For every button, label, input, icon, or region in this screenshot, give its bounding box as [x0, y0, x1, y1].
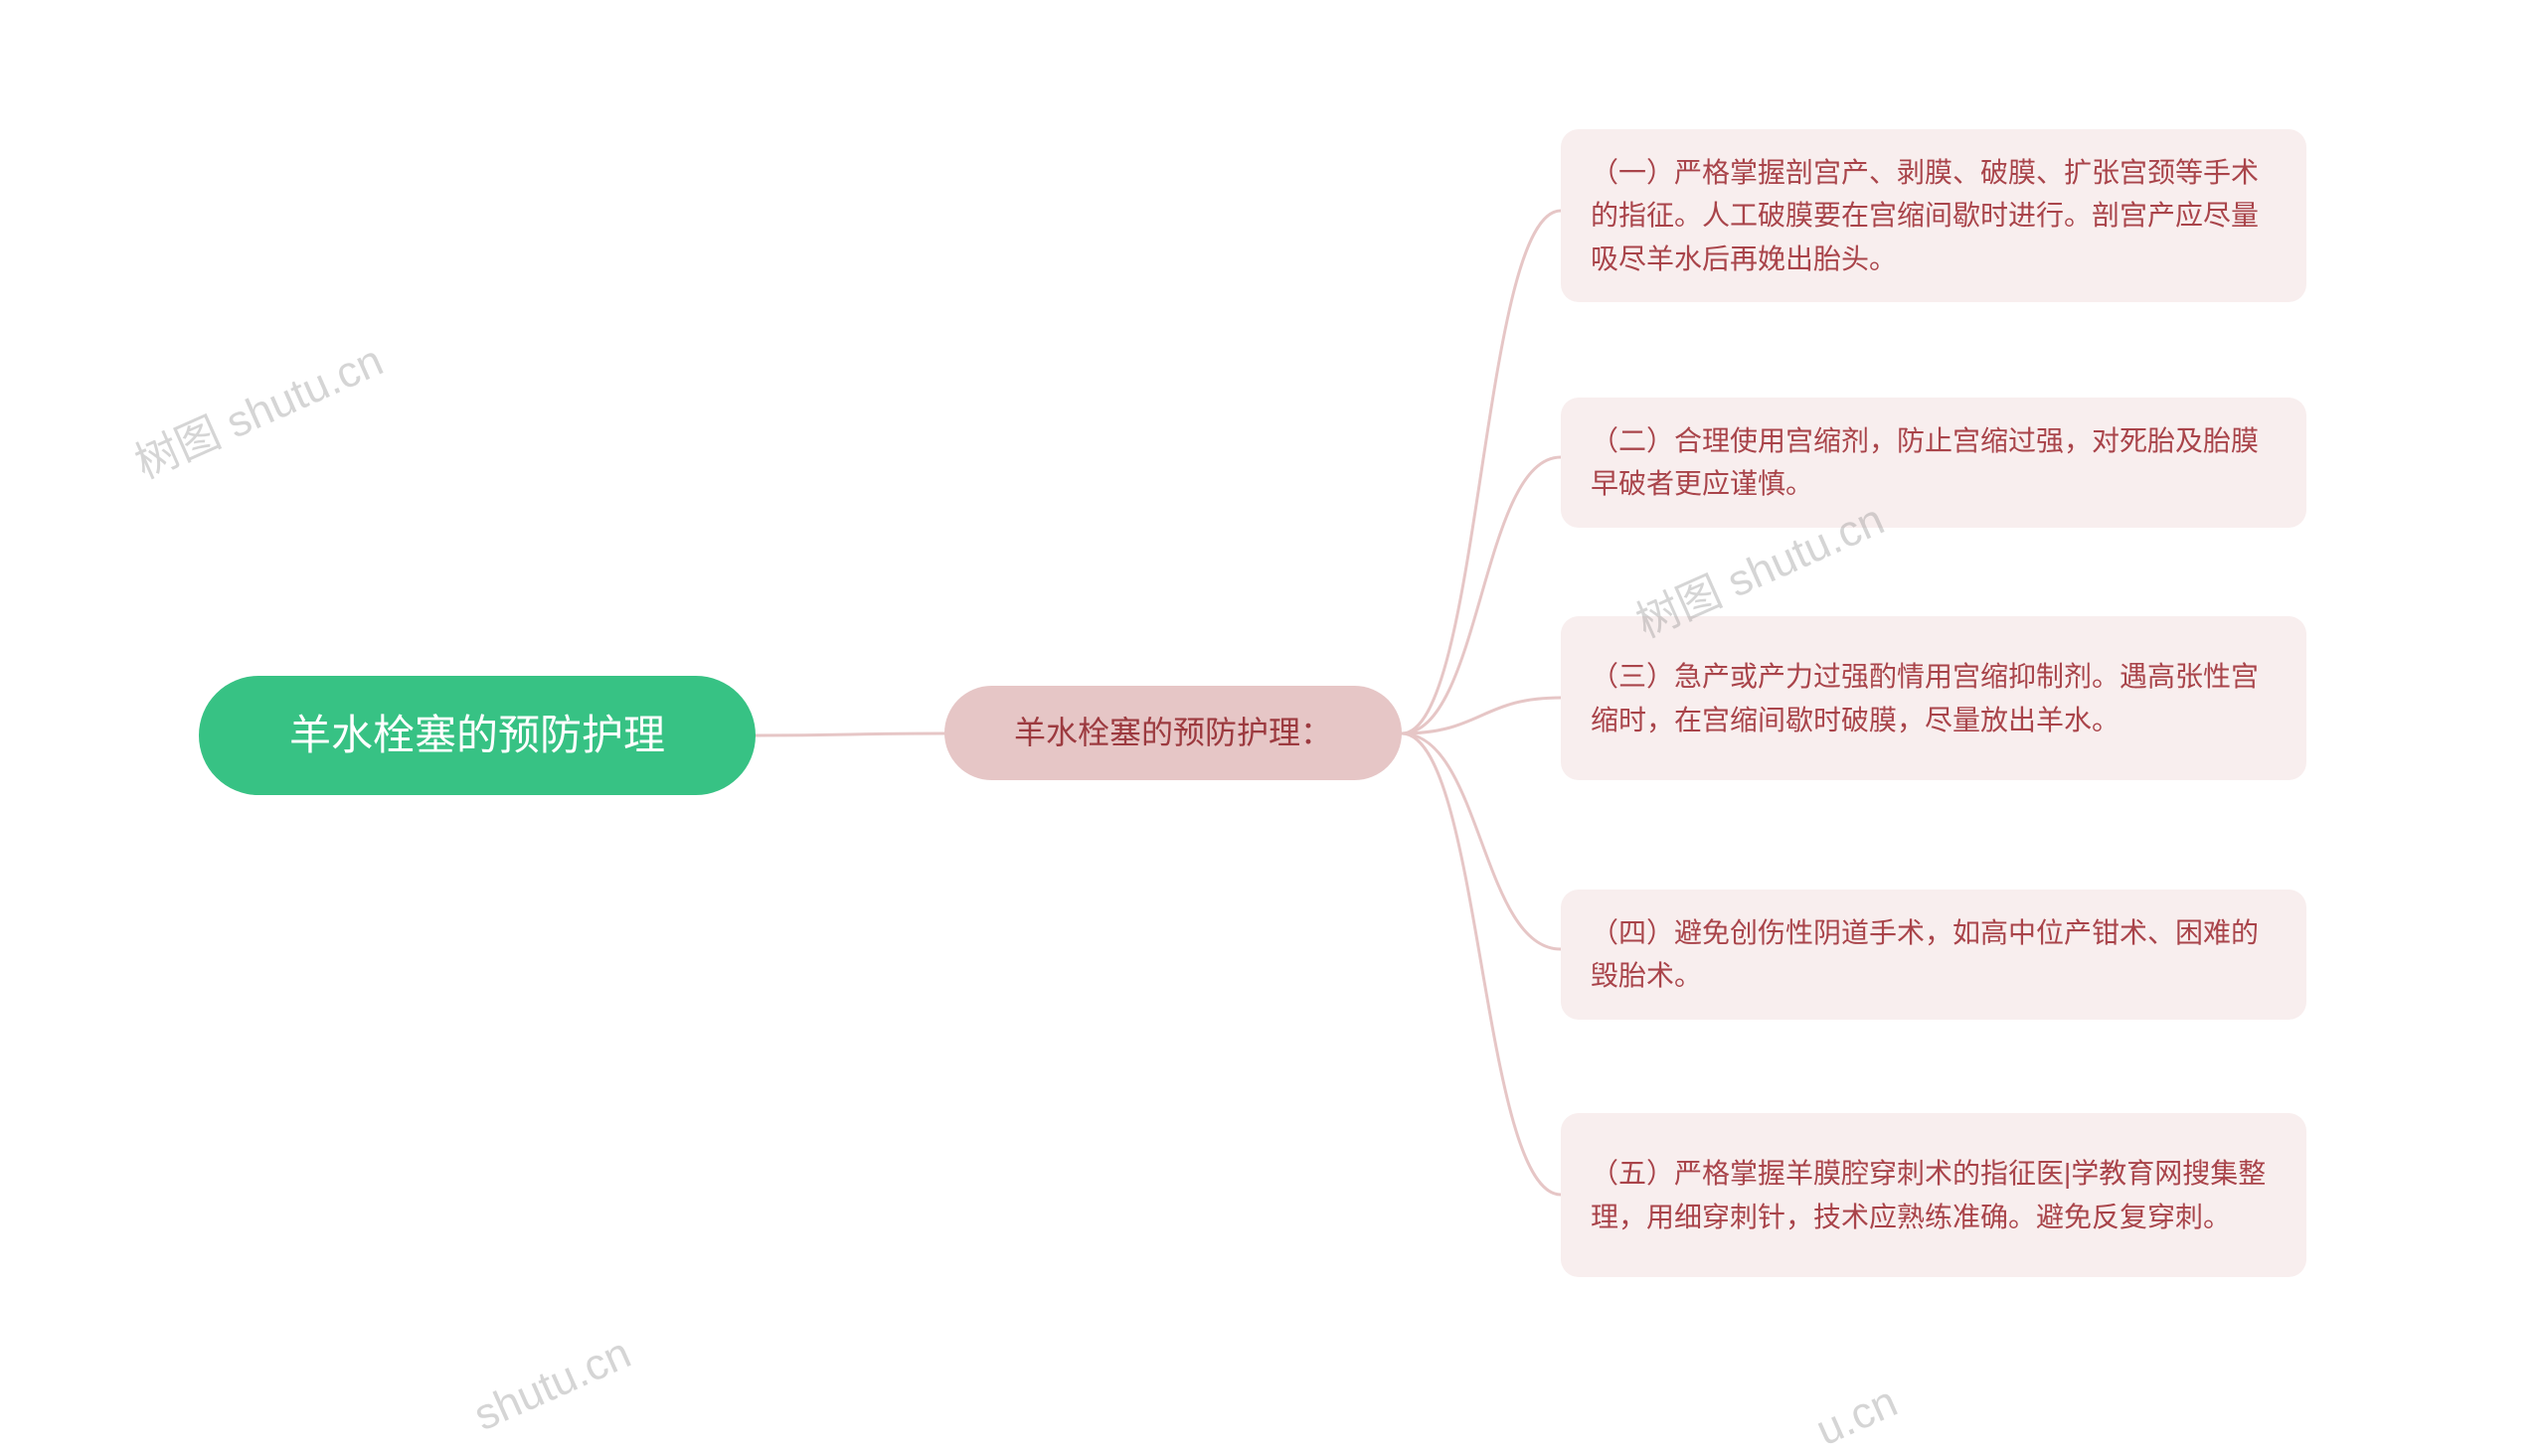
leaf-node-label: （二）合理使用宫缩剂，防止宫缩过强，对死胎及胎膜早破者更应谨慎。 [1591, 419, 2277, 506]
root-node[interactable]: 羊水栓塞的预防护理 [199, 676, 756, 795]
watermark: shutu.cn [467, 1329, 638, 1441]
sub-node[interactable]: 羊水栓塞的预防护理： [944, 686, 1402, 780]
watermark: u.cn [1809, 1376, 1905, 1456]
leaf-node-2[interactable]: （二）合理使用宫缩剂，防止宫缩过强，对死胎及胎膜早破者更应谨慎。 [1561, 398, 2306, 528]
leaf-node-label: （三）急产或产力过强酌情用宫缩抑制剂。遇高张性宫缩时，在宫缩间歇时破膜，尽量放出… [1591, 655, 2277, 741]
leaf-node-label: （五）严格掌握羊膜腔穿刺术的指征医|学教育网搜集整理，用细穿刺针，技术应熟练准确… [1591, 1152, 2277, 1238]
leaf-node-3[interactable]: （三）急产或产力过强酌情用宫缩抑制剂。遇高张性宫缩时，在宫缩间歇时破膜，尽量放出… [1561, 616, 2306, 780]
watermark: 树图 shutu.cn [123, 325, 392, 491]
mindmap-canvas: 羊水栓塞的预防护理 羊水栓塞的预防护理： （一）严格掌握剖宫产、剥膜、破膜、扩张… [0, 0, 2545, 1442]
leaf-node-1[interactable]: （一）严格掌握剖宫产、剥膜、破膜、扩张宫颈等手术的指征。人工破膜要在宫缩间歇时进… [1561, 129, 2306, 302]
leaf-node-4[interactable]: （四）避免创伤性阴道手术，如高中位产钳术、困难的毁胎术。 [1561, 890, 2306, 1020]
leaf-node-5[interactable]: （五）严格掌握羊膜腔穿刺术的指征医|学教育网搜集整理，用细穿刺针，技术应熟练准确… [1561, 1113, 2306, 1277]
leaf-node-label: （一）严格掌握剖宫产、剥膜、破膜、扩张宫颈等手术的指征。人工破膜要在宫缩间歇时进… [1591, 151, 2277, 280]
leaf-node-label: （四）避免创伤性阴道手术，如高中位产钳术、困难的毁胎术。 [1591, 911, 2277, 998]
root-node-label: 羊水栓塞的预防护理 [289, 703, 665, 767]
sub-node-label: 羊水栓塞的预防护理： [1014, 709, 1332, 758]
